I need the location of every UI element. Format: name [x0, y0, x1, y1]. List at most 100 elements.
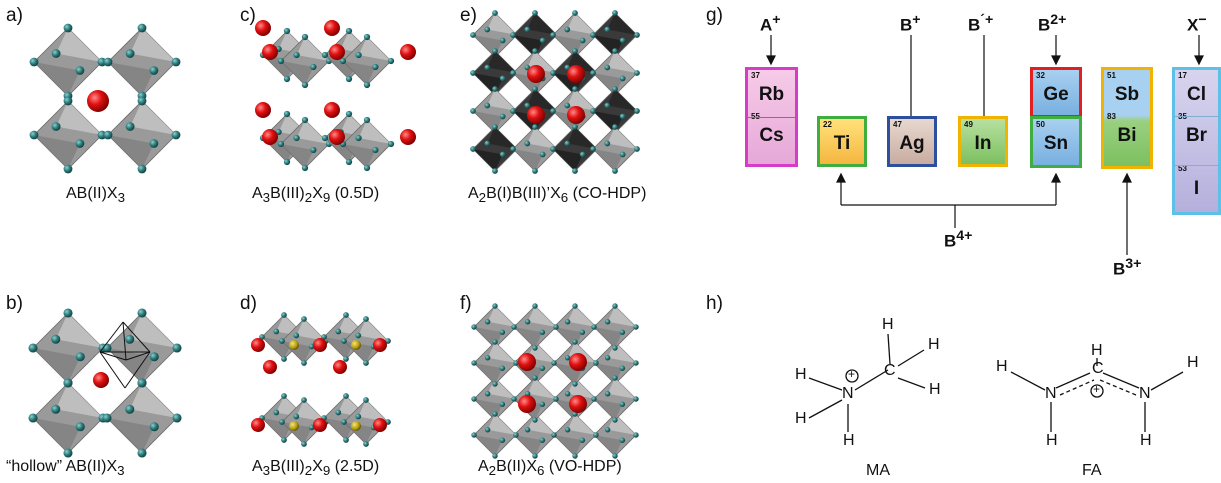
halide-atom — [281, 312, 287, 318]
a-site-cation — [400, 129, 416, 145]
halide-atom — [532, 10, 538, 16]
bridging-atom — [289, 421, 299, 431]
ma-label: MA — [866, 462, 890, 479]
octahedron-face — [129, 383, 177, 418]
octahedron-face — [130, 28, 176, 62]
octahedron-face — [56, 28, 102, 62]
a-site-cation — [324, 20, 340, 36]
halide-atom — [345, 75, 353, 83]
halide-atom — [564, 26, 571, 33]
structure-e-co-hdp — [470, 10, 640, 174]
halide-atom — [470, 108, 476, 114]
panel-label-b: b) — [6, 293, 23, 314]
ion-b-four-plus: B4+ — [944, 228, 973, 251]
halide-atom — [499, 37, 506, 44]
halide-atom — [604, 355, 611, 361]
bridging-atom — [351, 421, 361, 431]
halide-atom — [572, 303, 578, 309]
octahedron-face — [594, 399, 623, 420]
fa-n-1: N — [1045, 385, 1057, 402]
halide-atom — [513, 432, 519, 438]
octahedron-face — [296, 120, 329, 144]
halide-atom — [63, 308, 73, 318]
halide-atom — [172, 343, 182, 353]
halide-atom — [484, 140, 491, 147]
fa-n-2: N — [1139, 385, 1151, 402]
halide-atom — [28, 413, 38, 423]
halide-atom — [510, 32, 516, 38]
octahedron-face — [487, 127, 517, 149]
halide-atom — [484, 391, 491, 397]
halide-atom — [137, 448, 147, 458]
halide-atom — [553, 324, 559, 330]
halide-atom — [281, 356, 287, 362]
halide-atom — [634, 70, 640, 76]
halide-atom — [499, 75, 506, 82]
tile-cs-symbol: Cs — [759, 125, 784, 146]
halide-atom — [633, 396, 639, 402]
halide-atom — [524, 102, 531, 109]
halide-atom — [29, 130, 39, 140]
a-site-cation — [313, 338, 327, 352]
halide-atom — [604, 26, 611, 33]
panel-label-e: e) — [460, 5, 477, 26]
halide-atom — [283, 110, 291, 118]
halide-atom — [619, 437, 626, 443]
halide-atom — [471, 324, 477, 330]
halide-atom — [612, 345, 618, 351]
halide-atom — [579, 37, 586, 44]
halide-atom — [539, 329, 546, 335]
tile-bi-number: 83 — [1107, 112, 1116, 121]
octahedron-face — [281, 61, 314, 85]
halide-atom — [513, 360, 519, 366]
halide-atom — [510, 108, 516, 114]
halide-atom — [492, 303, 498, 309]
octahedron-face — [607, 89, 637, 111]
halide-atom — [550, 32, 556, 38]
halide-atom — [277, 57, 285, 65]
halide-atom — [524, 140, 531, 147]
halide-atom — [279, 338, 285, 344]
halide-atom — [102, 343, 112, 353]
a-site-cation — [373, 338, 387, 352]
structure-c-0-5d — [255, 20, 416, 172]
halide-atom — [301, 81, 309, 89]
halide-atom — [321, 51, 329, 59]
halide-atom — [492, 86, 498, 92]
halide-atom — [499, 329, 506, 335]
tile-sn: 50 Sn — [1030, 116, 1082, 168]
halide-atom — [301, 116, 309, 124]
halide-atom — [273, 328, 280, 335]
octahedron-face — [296, 400, 326, 422]
halide-atom — [29, 57, 39, 67]
halide-atom — [564, 427, 571, 433]
halide-atom — [532, 345, 538, 351]
octahedron-face — [514, 435, 543, 456]
halide-atom — [283, 75, 291, 83]
octahedron-face — [34, 135, 80, 169]
halide-atom — [524, 319, 531, 325]
halide-atom — [572, 124, 578, 130]
tile-sb-symbol: Sb — [1114, 84, 1140, 105]
halide-atom — [532, 168, 538, 174]
halide-atom — [470, 32, 476, 38]
halide-atom — [524, 26, 531, 33]
a-site-cation — [93, 372, 109, 388]
halide-atom — [499, 437, 506, 443]
octahedron-face — [107, 348, 155, 383]
halide-atom — [137, 378, 147, 388]
halide-atom — [137, 164, 147, 174]
halide-atom — [470, 70, 476, 76]
halide-atom — [484, 355, 491, 361]
halide-atom — [335, 328, 342, 335]
halide-atom — [604, 319, 611, 325]
panel-label-a: a) — [6, 5, 23, 26]
a-site-cation — [263, 360, 277, 374]
halide-atom — [273, 409, 280, 416]
halide-atom — [612, 10, 618, 16]
molecule-bonds — [808, 333, 1184, 432]
caption-c: A3B(III)2X9 (0.5D) — [252, 185, 380, 206]
a-site-cation — [400, 44, 416, 60]
halide-atom — [363, 397, 369, 403]
halide-atom — [634, 146, 640, 152]
